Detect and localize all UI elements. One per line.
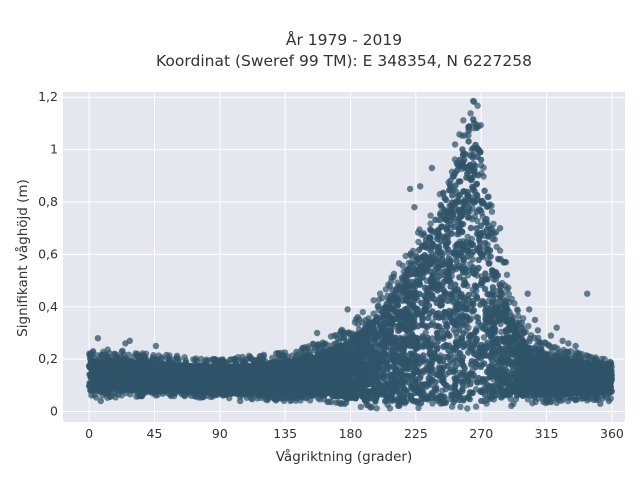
data-point	[475, 264, 482, 272]
data-point	[454, 322, 461, 329]
data-point	[446, 202, 453, 209]
data-point	[489, 284, 497, 291]
data-point	[367, 395, 374, 402]
data-point	[457, 178, 464, 185]
data-point	[473, 338, 480, 345]
data-point	[446, 307, 453, 315]
data-point	[442, 196, 450, 204]
data-point	[376, 352, 383, 359]
data-point	[457, 314, 465, 321]
chart-subtitle: Koordinat (Sweref 99 TM): E 348354, N 62…	[156, 52, 532, 70]
data-point	[460, 276, 468, 284]
data-point	[497, 354, 505, 362]
data-point	[435, 269, 442, 276]
data-point	[437, 238, 445, 245]
data-point	[499, 290, 506, 298]
data-point	[458, 291, 465, 298]
data-point	[432, 387, 440, 394]
data-point	[465, 393, 472, 400]
data-point	[475, 256, 482, 263]
data-point	[442, 241, 450, 248]
data-point	[456, 156, 463, 164]
data-point	[382, 319, 389, 327]
data-point	[460, 343, 467, 351]
data-point	[469, 241, 477, 248]
data-points	[86, 97, 615, 412]
data-point	[467, 361, 475, 368]
data-point	[465, 138, 472, 145]
data-point	[438, 327, 446, 334]
data-point	[465, 339, 472, 347]
data-point	[453, 258, 460, 265]
data-point	[376, 371, 384, 378]
data-point	[451, 367, 458, 374]
data-point	[456, 391, 463, 398]
data-point	[432, 216, 439, 223]
data-point	[459, 354, 467, 361]
data-point	[473, 225, 480, 232]
data-point	[467, 152, 474, 159]
data-point	[455, 340, 462, 348]
data-point	[456, 206, 464, 213]
data-point	[464, 170, 471, 177]
data-point	[449, 192, 456, 199]
chart-title: År 1979 - 2019	[286, 30, 402, 49]
data-point	[479, 197, 486, 205]
data-point	[484, 276, 491, 283]
data-point	[447, 283, 454, 290]
data-point	[467, 224, 475, 232]
data-point	[444, 331, 451, 338]
data-point	[481, 187, 488, 194]
data-point	[478, 388, 485, 396]
data-point	[452, 203, 459, 210]
data-point	[469, 308, 476, 315]
data-point	[445, 347, 452, 354]
